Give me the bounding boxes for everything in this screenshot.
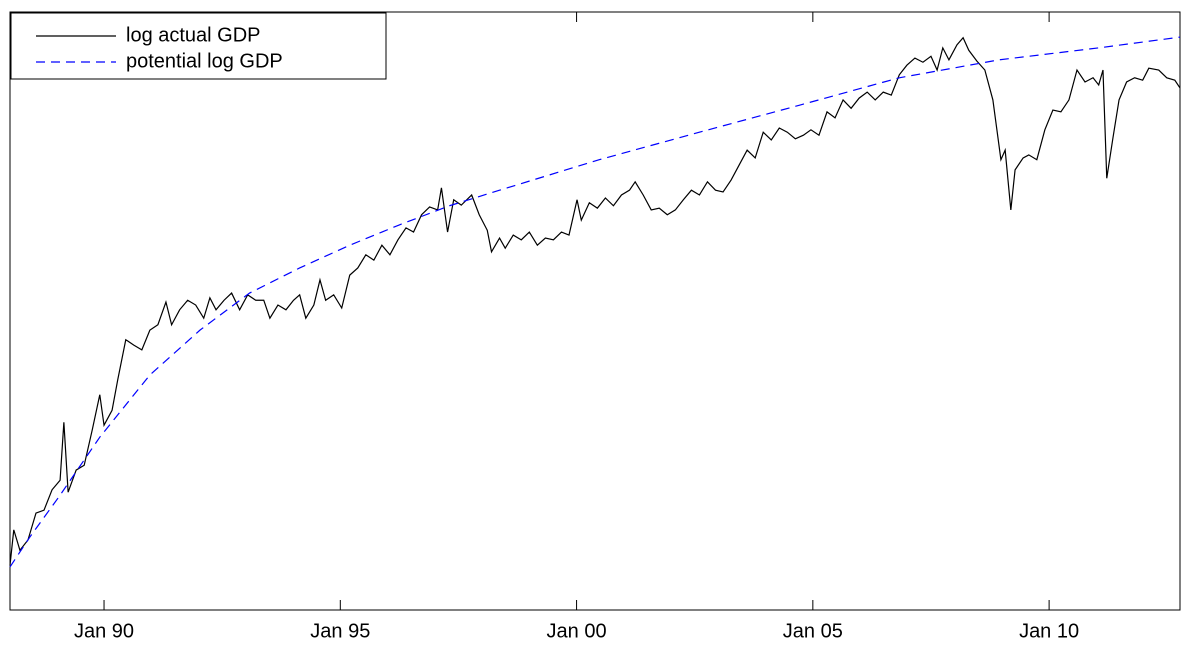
x-tick-label: Jan 90 — [74, 620, 134, 641]
x-tick-label: Jan 95 — [310, 620, 370, 641]
legend-label: potential log GDP — [126, 50, 283, 72]
legend-label: log actual GDP — [126, 24, 261, 46]
x-tick-label: Jan 00 — [547, 620, 607, 641]
plot-frame — [9, 11, 1181, 611]
x-tick-label: Jan 10 — [1019, 620, 1079, 641]
x-tick-label: Jan 05 — [783, 620, 843, 641]
legend-box — [10, 12, 387, 80]
series-line — [9, 36, 1181, 566]
series-line — [9, 36, 1181, 568]
